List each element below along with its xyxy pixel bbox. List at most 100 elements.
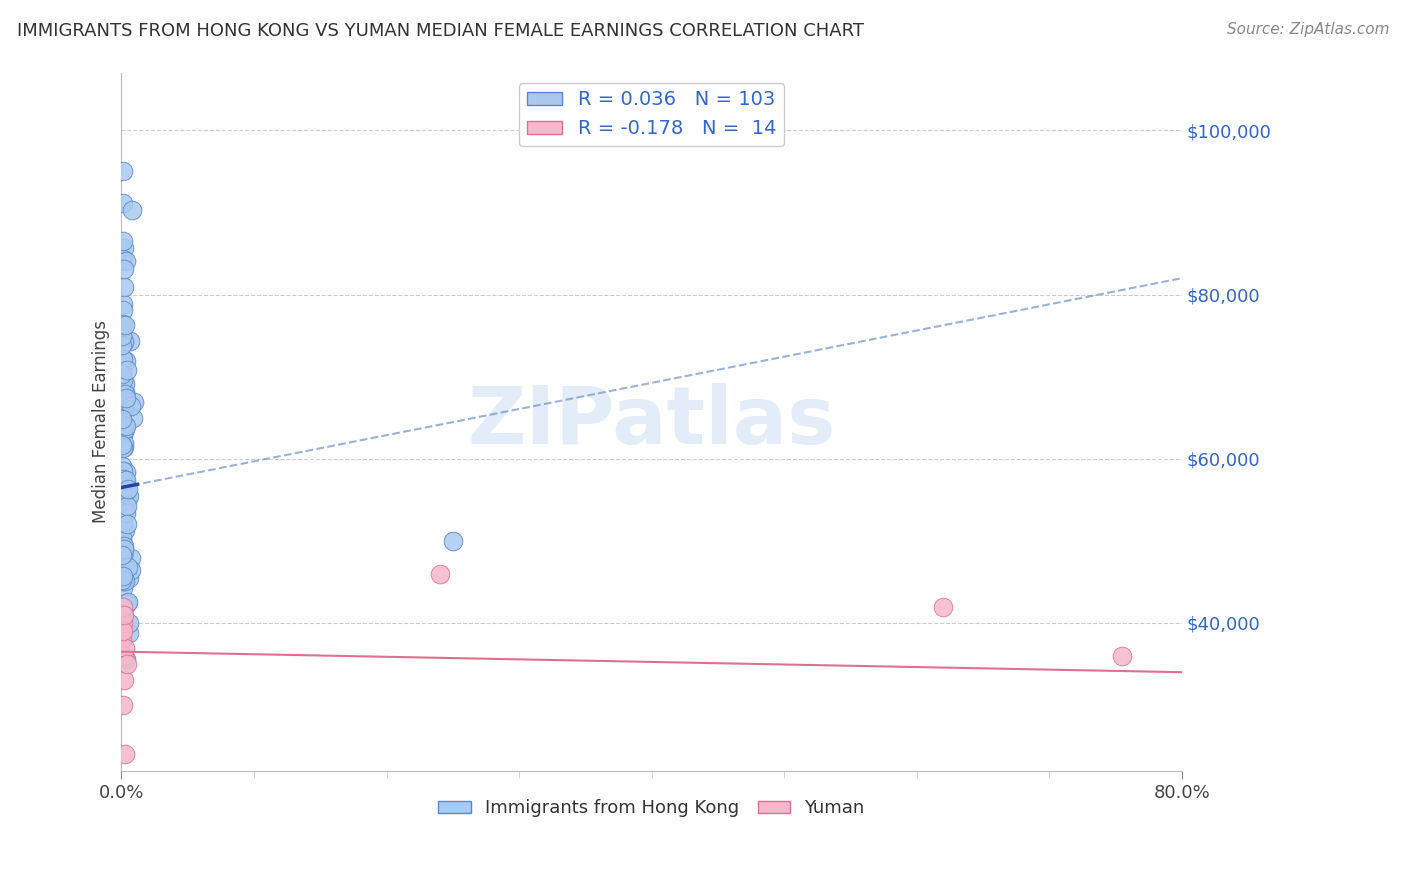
Point bbox=[111, 381, 134, 395]
Point bbox=[112, 392, 135, 407]
Point bbox=[112, 396, 135, 410]
Point bbox=[114, 523, 136, 537]
Point bbox=[114, 477, 136, 491]
Point bbox=[111, 533, 134, 547]
Y-axis label: Median Female Earnings: Median Female Earnings bbox=[93, 320, 110, 524]
Point bbox=[111, 458, 134, 473]
Point bbox=[114, 391, 136, 405]
Point bbox=[111, 568, 134, 582]
Point bbox=[111, 599, 134, 614]
Point bbox=[111, 441, 134, 455]
Point bbox=[111, 297, 134, 311]
Point bbox=[112, 574, 135, 588]
Point bbox=[120, 334, 142, 348]
Point bbox=[120, 399, 142, 413]
Point bbox=[115, 477, 138, 491]
Point bbox=[112, 426, 135, 441]
Point bbox=[112, 648, 135, 663]
Point bbox=[111, 632, 134, 647]
Point bbox=[117, 595, 139, 609]
Point bbox=[117, 560, 139, 574]
Point bbox=[111, 570, 134, 584]
Point bbox=[114, 483, 136, 498]
Point bbox=[111, 490, 134, 504]
Point bbox=[112, 673, 135, 688]
Point bbox=[111, 489, 134, 503]
Point bbox=[111, 698, 134, 712]
Point bbox=[111, 472, 134, 486]
Point bbox=[115, 652, 138, 666]
Text: Source: ZipAtlas.com: Source: ZipAtlas.com bbox=[1226, 22, 1389, 37]
Point bbox=[114, 506, 136, 520]
Point bbox=[118, 571, 141, 585]
Point bbox=[115, 657, 138, 671]
Point bbox=[117, 596, 139, 610]
Point bbox=[112, 333, 135, 347]
Point bbox=[112, 393, 135, 408]
Point bbox=[111, 465, 134, 479]
Point bbox=[111, 392, 134, 406]
Point bbox=[429, 566, 451, 581]
Point bbox=[115, 465, 138, 479]
Point bbox=[115, 419, 138, 434]
Point bbox=[112, 252, 135, 266]
Point bbox=[112, 303, 135, 318]
Point bbox=[111, 438, 134, 452]
Point bbox=[111, 515, 134, 529]
Point bbox=[932, 599, 955, 614]
Point bbox=[111, 624, 134, 639]
Point bbox=[111, 634, 134, 648]
Point bbox=[112, 472, 135, 486]
Point bbox=[111, 548, 134, 562]
Point bbox=[114, 384, 136, 399]
Point bbox=[111, 530, 134, 544]
Point bbox=[114, 561, 136, 575]
Point bbox=[112, 195, 135, 210]
Point bbox=[114, 574, 136, 588]
Point bbox=[120, 551, 142, 566]
Point bbox=[112, 608, 135, 623]
Point bbox=[112, 417, 135, 432]
Point bbox=[112, 403, 135, 417]
Point bbox=[115, 473, 138, 487]
Point bbox=[111, 486, 134, 500]
Point bbox=[118, 489, 141, 503]
Point bbox=[111, 573, 134, 587]
Text: IMMIGRANTS FROM HONG KONG VS YUMAN MEDIAN FEMALE EARNINGS CORRELATION CHART: IMMIGRANTS FROM HONG KONG VS YUMAN MEDIA… bbox=[17, 22, 863, 40]
Point bbox=[114, 376, 136, 391]
Point bbox=[441, 533, 464, 548]
Point bbox=[114, 387, 136, 401]
Point bbox=[115, 493, 138, 508]
Point bbox=[120, 563, 142, 577]
Point bbox=[111, 581, 134, 595]
Point bbox=[115, 516, 138, 531]
Point bbox=[111, 404, 134, 418]
Point bbox=[114, 422, 136, 436]
Point bbox=[111, 427, 134, 442]
Point bbox=[114, 241, 136, 255]
Point bbox=[111, 351, 134, 366]
Point bbox=[122, 394, 145, 409]
Point bbox=[112, 542, 135, 557]
Point bbox=[114, 318, 136, 333]
Point bbox=[112, 317, 135, 331]
Point bbox=[121, 411, 143, 425]
Point bbox=[111, 548, 134, 562]
Point bbox=[115, 254, 138, 268]
Point bbox=[112, 425, 135, 439]
Point bbox=[111, 328, 134, 343]
Point bbox=[111, 234, 134, 248]
Point bbox=[114, 747, 136, 762]
Point bbox=[112, 604, 135, 618]
Legend: Immigrants from Hong Kong, Yuman: Immigrants from Hong Kong, Yuman bbox=[432, 792, 872, 824]
Point bbox=[115, 362, 138, 376]
Point bbox=[112, 491, 135, 506]
Point bbox=[111, 338, 134, 352]
Point bbox=[111, 367, 134, 381]
Point bbox=[112, 373, 135, 387]
Point bbox=[112, 547, 135, 561]
Point bbox=[110, 495, 132, 509]
Point bbox=[117, 482, 139, 496]
Point bbox=[112, 573, 135, 587]
Point bbox=[112, 539, 135, 553]
